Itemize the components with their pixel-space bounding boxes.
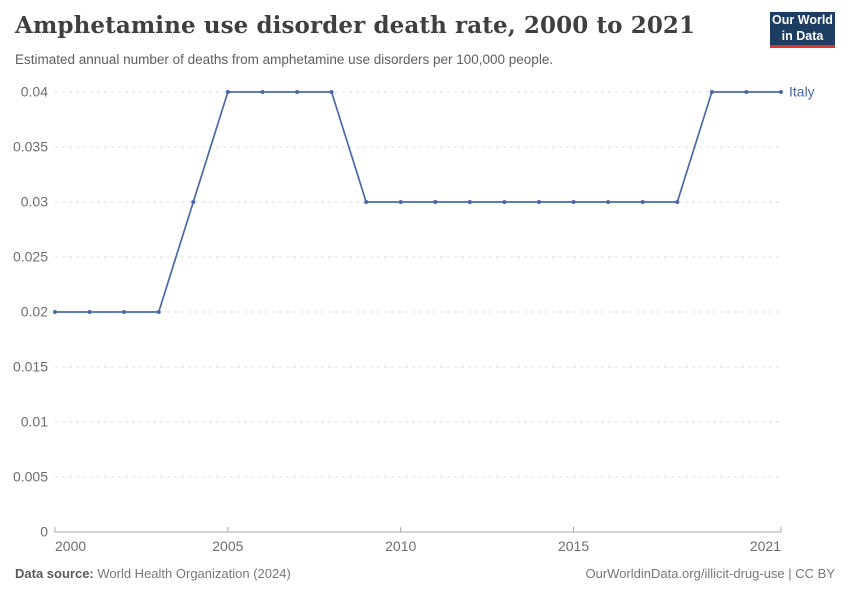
x-axis-tick-label: 2000 bbox=[55, 538, 86, 554]
chart-footer: Data source: World Health Organization (… bbox=[15, 566, 835, 581]
data-point[interactable] bbox=[675, 200, 680, 204]
data-point[interactable] bbox=[502, 200, 507, 204]
chart-header: Amphetamine use disorder death rate, 200… bbox=[0, 0, 850, 80]
data-point[interactable] bbox=[571, 200, 576, 204]
x-axis-tick-label: 2010 bbox=[385, 538, 416, 554]
data-point[interactable] bbox=[640, 200, 645, 204]
data-point[interactable] bbox=[225, 90, 230, 94]
data-point[interactable] bbox=[295, 90, 299, 94]
page-title: Amphetamine use disorder death rate, 200… bbox=[15, 12, 696, 39]
data-point[interactable] bbox=[467, 200, 472, 204]
data-point[interactable] bbox=[709, 90, 714, 94]
owid-logo-line1: Our World bbox=[772, 12, 833, 27]
data-point[interactable] bbox=[260, 90, 265, 94]
y-axis-tick-label: 0.025 bbox=[13, 249, 48, 265]
y-axis-tick-label: 0.005 bbox=[13, 469, 48, 485]
data-point[interactable] bbox=[398, 200, 403, 204]
data-point[interactable] bbox=[537, 200, 541, 204]
data-source-value: World Health Organization (2024) bbox=[93, 566, 291, 581]
y-axis-tick-label: 0.04 bbox=[21, 84, 48, 100]
data-point[interactable] bbox=[156, 310, 161, 314]
data-point[interactable] bbox=[779, 90, 783, 94]
data-point[interactable] bbox=[606, 200, 611, 204]
y-axis-tick-label: 0.015 bbox=[13, 359, 48, 375]
x-axis-tick-label: 2015 bbox=[558, 538, 589, 554]
data-point[interactable] bbox=[53, 310, 57, 314]
y-axis-tick-label: 0.035 bbox=[13, 139, 48, 155]
y-axis-tick-label: 0.01 bbox=[21, 414, 48, 430]
data-source-label: Data source: bbox=[15, 566, 94, 581]
data-point[interactable] bbox=[191, 200, 196, 204]
line-series-italy[interactable] bbox=[55, 91, 781, 313]
y-axis-tick-label: 0.02 bbox=[21, 304, 48, 320]
data-source: Data source: World Health Organization (… bbox=[15, 566, 291, 581]
data-point[interactable] bbox=[433, 200, 438, 204]
footer-separator: | bbox=[784, 566, 796, 581]
owid-logo-line2: in Data bbox=[781, 28, 824, 43]
y-axis-tick-label: 0 bbox=[40, 524, 48, 540]
y-axis-tick-label: 0.03 bbox=[21, 194, 48, 210]
data-point[interactable] bbox=[364, 200, 369, 204]
footer-url-link[interactable]: OurWorldinData.org/illicit-drug-use bbox=[585, 566, 785, 581]
x-axis-tick-label: 2005 bbox=[212, 538, 243, 554]
series-label-italy[interactable]: Italy bbox=[789, 84, 815, 100]
chart-subtitle: Estimated annual number of deaths from a… bbox=[15, 52, 554, 67]
footer-links: OurWorldinData.org/illicit-drug-use | CC… bbox=[585, 566, 835, 581]
footer-license-link[interactable]: CC BY bbox=[795, 566, 835, 581]
x-axis-tick-label: 2021 bbox=[750, 538, 781, 554]
owid-logo[interactable]: Our World in Data bbox=[770, 12, 835, 48]
data-point[interactable] bbox=[744, 90, 749, 94]
data-point[interactable] bbox=[87, 310, 92, 314]
data-point[interactable] bbox=[329, 90, 334, 94]
data-point[interactable] bbox=[122, 310, 127, 314]
